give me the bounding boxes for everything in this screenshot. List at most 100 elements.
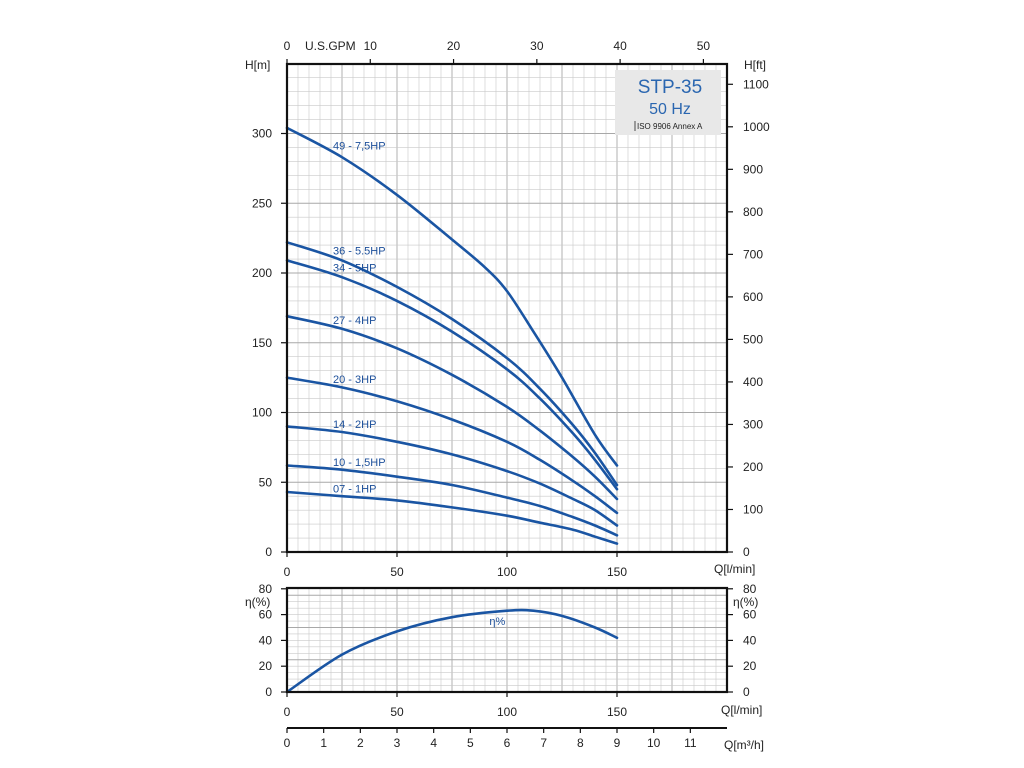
flow-m3h-tick-label: 1	[320, 736, 327, 750]
gpm-tick-label: 50	[697, 39, 711, 53]
efficiency-curve-label: η%	[489, 616, 505, 628]
head-curve-label: 34 - 5HP	[333, 263, 376, 275]
head-y-ticks-right: 0 100 200 300 400 500 600 700 800 900 1000 1100	[727, 77, 770, 559]
head-ft-tick-label: 700	[743, 247, 763, 261]
head-y-tick-label: 300	[252, 127, 272, 141]
head-ft-tick-label: 500	[743, 332, 763, 346]
efficiency-y-tick-label: 20	[259, 659, 273, 673]
head-curve	[285, 259, 619, 491]
head-ft-tick-label: 900	[743, 162, 763, 176]
efficiency-y-label-right: η(%)	[733, 595, 758, 609]
head-curve-label: 49 - 7,5HP	[333, 141, 386, 153]
efficiency-y-ticks-left: 0 20 40 60 80	[259, 582, 287, 699]
head-curve	[285, 376, 619, 515]
head-curve	[285, 126, 619, 467]
head-ft-tick-label: 100	[743, 502, 763, 516]
flow-m3h-tick-label: 9	[614, 736, 621, 750]
head-curve-label: 36 - 5.5HP	[333, 246, 386, 258]
efficiency-curve-labels: η%	[489, 616, 505, 628]
efficiency-y-tick-label-right: 80	[743, 582, 757, 596]
head-curve-label: 07 - 1HP	[333, 484, 376, 496]
head-y-tick-label: 100	[252, 406, 272, 420]
head-ft-tick-label: 800	[743, 205, 763, 219]
head-y-tick-label: 50	[259, 475, 273, 489]
head-ft-tick-label: 1100	[743, 77, 769, 91]
flow-m3h-ticks: 0 1 2 3 4 5 6 7 8 9 10 11	[284, 728, 697, 750]
efficiency-y-tick-label-right: 0	[743, 685, 750, 699]
efficiency-chart: η% 0 20 40 60 80 0 20 40 60 80 0 50 100 150 η(%) η(…	[245, 582, 762, 719]
gpm-tick-label: 20	[447, 39, 461, 53]
efficiency-x-tick-label: 50	[390, 705, 404, 719]
efficiency-x-tick-label: 150	[607, 705, 627, 719]
head-ft-tick-label: 300	[743, 417, 763, 431]
head-curve	[285, 314, 619, 501]
head-chart: 49 - 7,5HP 36 - 5.5HP 34 - 5HP 27 - 4HP 20 -…	[245, 39, 770, 579]
efficiency-y-tick-label: 80	[259, 582, 273, 596]
efficiency-y-tick-label: 40	[259, 633, 273, 647]
flow-m3h-axis: 0 1 2 3 4 5 6 7 8 9 10 11 Q[m³/h]	[284, 727, 764, 752]
head-curve-label: 10 - 1,5HP	[333, 457, 386, 469]
head-x-tick-label: 150	[607, 565, 627, 579]
efficiency-y-tick-label: 0	[265, 685, 272, 699]
efficiency-curve	[285, 608, 619, 694]
head-curve	[285, 425, 619, 527]
model-box-background	[615, 70, 721, 135]
head-curve	[285, 490, 619, 545]
head-curve	[285, 241, 619, 487]
head-y-label-right: H[ft]	[744, 58, 766, 72]
head-ft-tick-label: 1000	[743, 120, 770, 134]
head-grid	[286, 64, 728, 553]
head-ft-tick-label: 200	[743, 460, 763, 474]
gpm-tick-label: 10	[364, 39, 378, 53]
gpm-tick-label: 0	[284, 39, 291, 53]
efficiency-x-label: Q[l/min]	[721, 703, 762, 717]
flow-m3h-label: Q[m³/h]	[724, 738, 764, 752]
head-x-label: Q[l/min]	[714, 562, 755, 576]
flow-m3h-tick-label: 0	[284, 736, 291, 750]
efficiency-y-tick-label-right: 60	[743, 608, 757, 622]
top-x-label: U.S.GPM	[305, 39, 356, 53]
efficiency-y-label-left: η(%)	[245, 595, 270, 609]
head-x-ticks-bottom: 0 50 100 150	[284, 552, 627, 579]
efficiency-x-tick-label: 100	[497, 705, 517, 719]
head-curve-labels: 49 - 7,5HP 36 - 5.5HP 34 - 5HP 27 - 4HP 20 -…	[333, 141, 386, 496]
flow-m3h-tick-label: 4	[430, 736, 437, 750]
flow-m3h-tick-label: 8	[577, 736, 584, 750]
head-curve-label: 27 - 4HP	[333, 315, 376, 327]
flow-m3h-tick-label: 3	[394, 736, 401, 750]
head-curve-label: 20 - 3HP	[333, 374, 376, 386]
head-y-label-left: H[m]	[245, 58, 270, 72]
efficiency-grid	[286, 588, 728, 693]
flow-m3h-tick-label: 10	[647, 736, 661, 750]
flow-m3h-tick-label: 7	[540, 736, 547, 750]
efficiency-y-tick-label-right: 20	[743, 659, 757, 673]
head-x-ticks-top: 0 10 20 30 40 50	[284, 39, 711, 64]
head-y-ticks-left: 0 50 100 150 200 250 300	[252, 127, 287, 559]
head-ft-tick-label: 400	[743, 375, 763, 389]
flow-m3h-tick-label: 11	[684, 736, 697, 750]
head-curve-label: 14 - 2HP	[333, 419, 376, 431]
gpm-tick-label: 40	[613, 39, 627, 53]
model-title: STP-35	[638, 77, 702, 98]
efficiency-x-ticks: 0 50 100 150	[284, 692, 627, 719]
efficiency-y-tick-label: 60	[259, 608, 273, 622]
head-x-tick-label: 100	[497, 565, 517, 579]
flow-m3h-tick-label: 2	[357, 736, 364, 750]
head-y-tick-label: 0	[265, 545, 272, 559]
efficiency-x-tick-label: 0	[284, 705, 291, 719]
head-x-tick-label: 50	[390, 565, 404, 579]
head-ft-tick-label: 0	[743, 545, 750, 559]
head-x-tick-label: 0	[284, 565, 291, 579]
model-standard-note: ISO 9906 Annex A	[637, 122, 703, 131]
gpm-tick-label: 30	[530, 39, 544, 53]
head-curve	[285, 464, 619, 537]
head-y-tick-label: 200	[252, 266, 272, 280]
flow-m3h-tick-label: 6	[504, 736, 511, 750]
head-y-tick-label: 150	[252, 336, 272, 350]
efficiency-y-tick-label-right: 40	[743, 633, 757, 647]
flow-m3h-tick-label: 5	[467, 736, 474, 750]
model-frequency: 50 Hz	[649, 101, 691, 118]
efficiency-curves	[285, 608, 619, 694]
model-box: STP-35 50 Hz ISO 9906 Annex A	[615, 70, 721, 135]
